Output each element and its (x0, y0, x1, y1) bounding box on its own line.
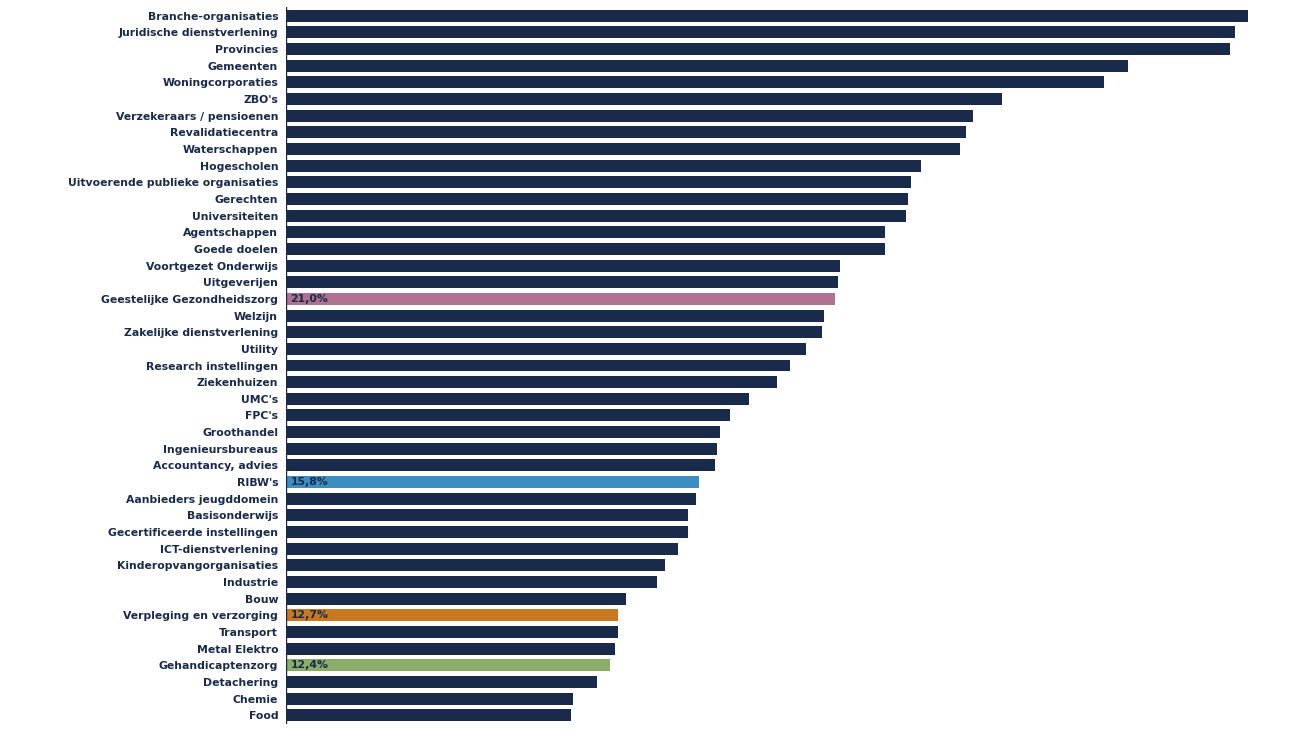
Bar (286, 43, 1230, 55)
Bar (286, 126, 965, 138)
Text: 10,9%: 10,9% (291, 711, 329, 720)
Text: 15,4%: 15,4% (291, 510, 329, 520)
Bar (286, 26, 1235, 38)
Text: 21,0%: 21,0% (291, 294, 329, 304)
Bar (286, 693, 573, 705)
Bar (286, 443, 717, 455)
Text: 11,0%: 11,0% (291, 694, 329, 704)
Bar (286, 576, 657, 588)
Text: 20,5%: 20,5% (291, 327, 329, 337)
Bar (286, 676, 598, 688)
Bar (286, 559, 665, 572)
Bar (286, 542, 678, 555)
Bar (286, 426, 720, 438)
Bar (286, 93, 1003, 105)
Text: 24,3%: 24,3% (291, 161, 329, 170)
Text: 14,2%: 14,2% (291, 577, 329, 587)
Text: 14,5%: 14,5% (291, 561, 329, 570)
Bar (286, 709, 570, 721)
Bar (286, 476, 699, 488)
Text: 15,0%: 15,0% (291, 544, 329, 554)
Bar (286, 510, 688, 521)
Bar (286, 360, 791, 371)
Bar (286, 276, 838, 288)
Text: 12,7%: 12,7% (291, 627, 329, 637)
Text: 20,6%: 20,6% (291, 311, 329, 320)
Text: 21,1%: 21,1% (291, 277, 329, 287)
Text: 16,6%: 16,6% (291, 427, 329, 437)
Text: 17,7%: 17,7% (291, 394, 329, 404)
Bar (286, 110, 973, 121)
Text: 11,9%: 11,9% (291, 677, 329, 687)
Bar (286, 326, 822, 338)
Bar (286, 143, 960, 155)
Text: 12,7%: 12,7% (291, 610, 329, 621)
Text: 36,8%: 36,8% (291, 11, 329, 20)
Bar (286, 593, 626, 605)
Text: 23,8%: 23,8% (291, 194, 329, 204)
Text: 15,7%: 15,7% (291, 493, 329, 504)
Text: 16,5%: 16,5% (291, 444, 329, 454)
Text: 12,6%: 12,6% (291, 644, 329, 654)
Bar (286, 393, 748, 405)
Bar (286, 409, 730, 422)
Bar (286, 526, 688, 538)
Text: 23,9%: 23,9% (291, 177, 329, 187)
Bar (286, 210, 905, 221)
Bar (286, 10, 1248, 22)
Text: 19,3%: 19,3% (291, 360, 329, 371)
Bar (286, 176, 911, 189)
Text: 19,9%: 19,9% (291, 344, 329, 354)
Bar (286, 376, 777, 388)
Text: 17,0%: 17,0% (291, 411, 329, 420)
Bar (286, 60, 1128, 72)
Text: 26,3%: 26,3% (291, 110, 329, 121)
Bar (286, 226, 885, 238)
Text: 22,9%: 22,9% (291, 227, 329, 238)
Bar (286, 493, 696, 505)
Text: 31,3%: 31,3% (291, 77, 329, 87)
Bar (286, 76, 1104, 88)
Text: 12,4%: 12,4% (291, 660, 329, 670)
Bar (286, 643, 616, 655)
Bar (286, 460, 714, 471)
Bar (286, 260, 840, 271)
Text: 13,0%: 13,0% (291, 594, 329, 604)
Text: 16,4%: 16,4% (291, 461, 329, 471)
Text: 15,8%: 15,8% (291, 477, 329, 487)
Bar (286, 243, 885, 255)
Text: 26,0%: 26,0% (291, 127, 329, 137)
Bar (286, 159, 921, 172)
Text: 23,7%: 23,7% (291, 211, 329, 221)
Text: 36,1%: 36,1% (291, 44, 329, 54)
Bar (286, 659, 611, 671)
Text: 21,2%: 21,2% (291, 260, 329, 270)
Bar (286, 293, 835, 305)
Text: 15,4%: 15,4% (291, 527, 329, 537)
Text: 36,3%: 36,3% (291, 27, 329, 37)
Text: 22,9%: 22,9% (291, 244, 329, 254)
Text: 25,8%: 25,8% (291, 144, 329, 154)
Text: 27,4%: 27,4% (291, 94, 329, 104)
Bar (286, 309, 825, 322)
Bar (286, 626, 618, 638)
Bar (286, 343, 807, 355)
Text: 32,2%: 32,2% (291, 61, 329, 71)
Bar (286, 610, 618, 621)
Text: 18,8%: 18,8% (291, 377, 329, 387)
Bar (286, 193, 908, 205)
